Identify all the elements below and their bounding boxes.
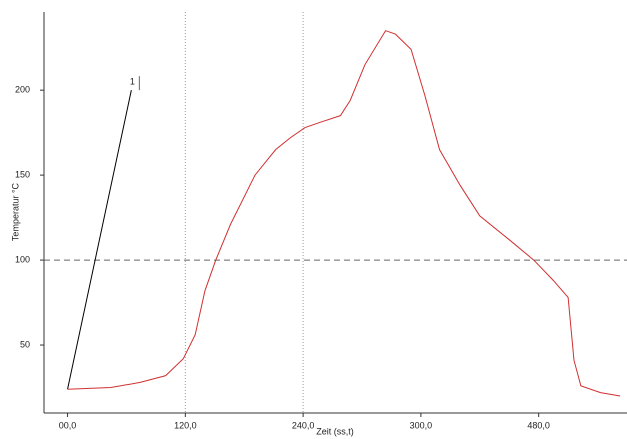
y-axis-label: Temperatur °C: [10, 182, 20, 241]
y-tick-label: 200: [15, 85, 30, 95]
y-tick-label: 150: [15, 169, 30, 179]
data-line: [67, 30, 621, 397]
x-axis-label: Zeit (ss,t): [316, 426, 354, 436]
y-tick-label: 50: [20, 339, 30, 349]
y-tick-label: 100: [15, 254, 30, 264]
x-tick-label: 300,0: [410, 420, 433, 430]
legend-label: 1: [130, 77, 135, 87]
data-line: [67, 90, 132, 390]
x-tick-label: 120,0: [174, 420, 197, 430]
x-tick-label: 480,0: [527, 420, 550, 430]
x-tick-label: 240,0: [292, 420, 315, 430]
x-tick-label: 00,0: [59, 420, 77, 430]
